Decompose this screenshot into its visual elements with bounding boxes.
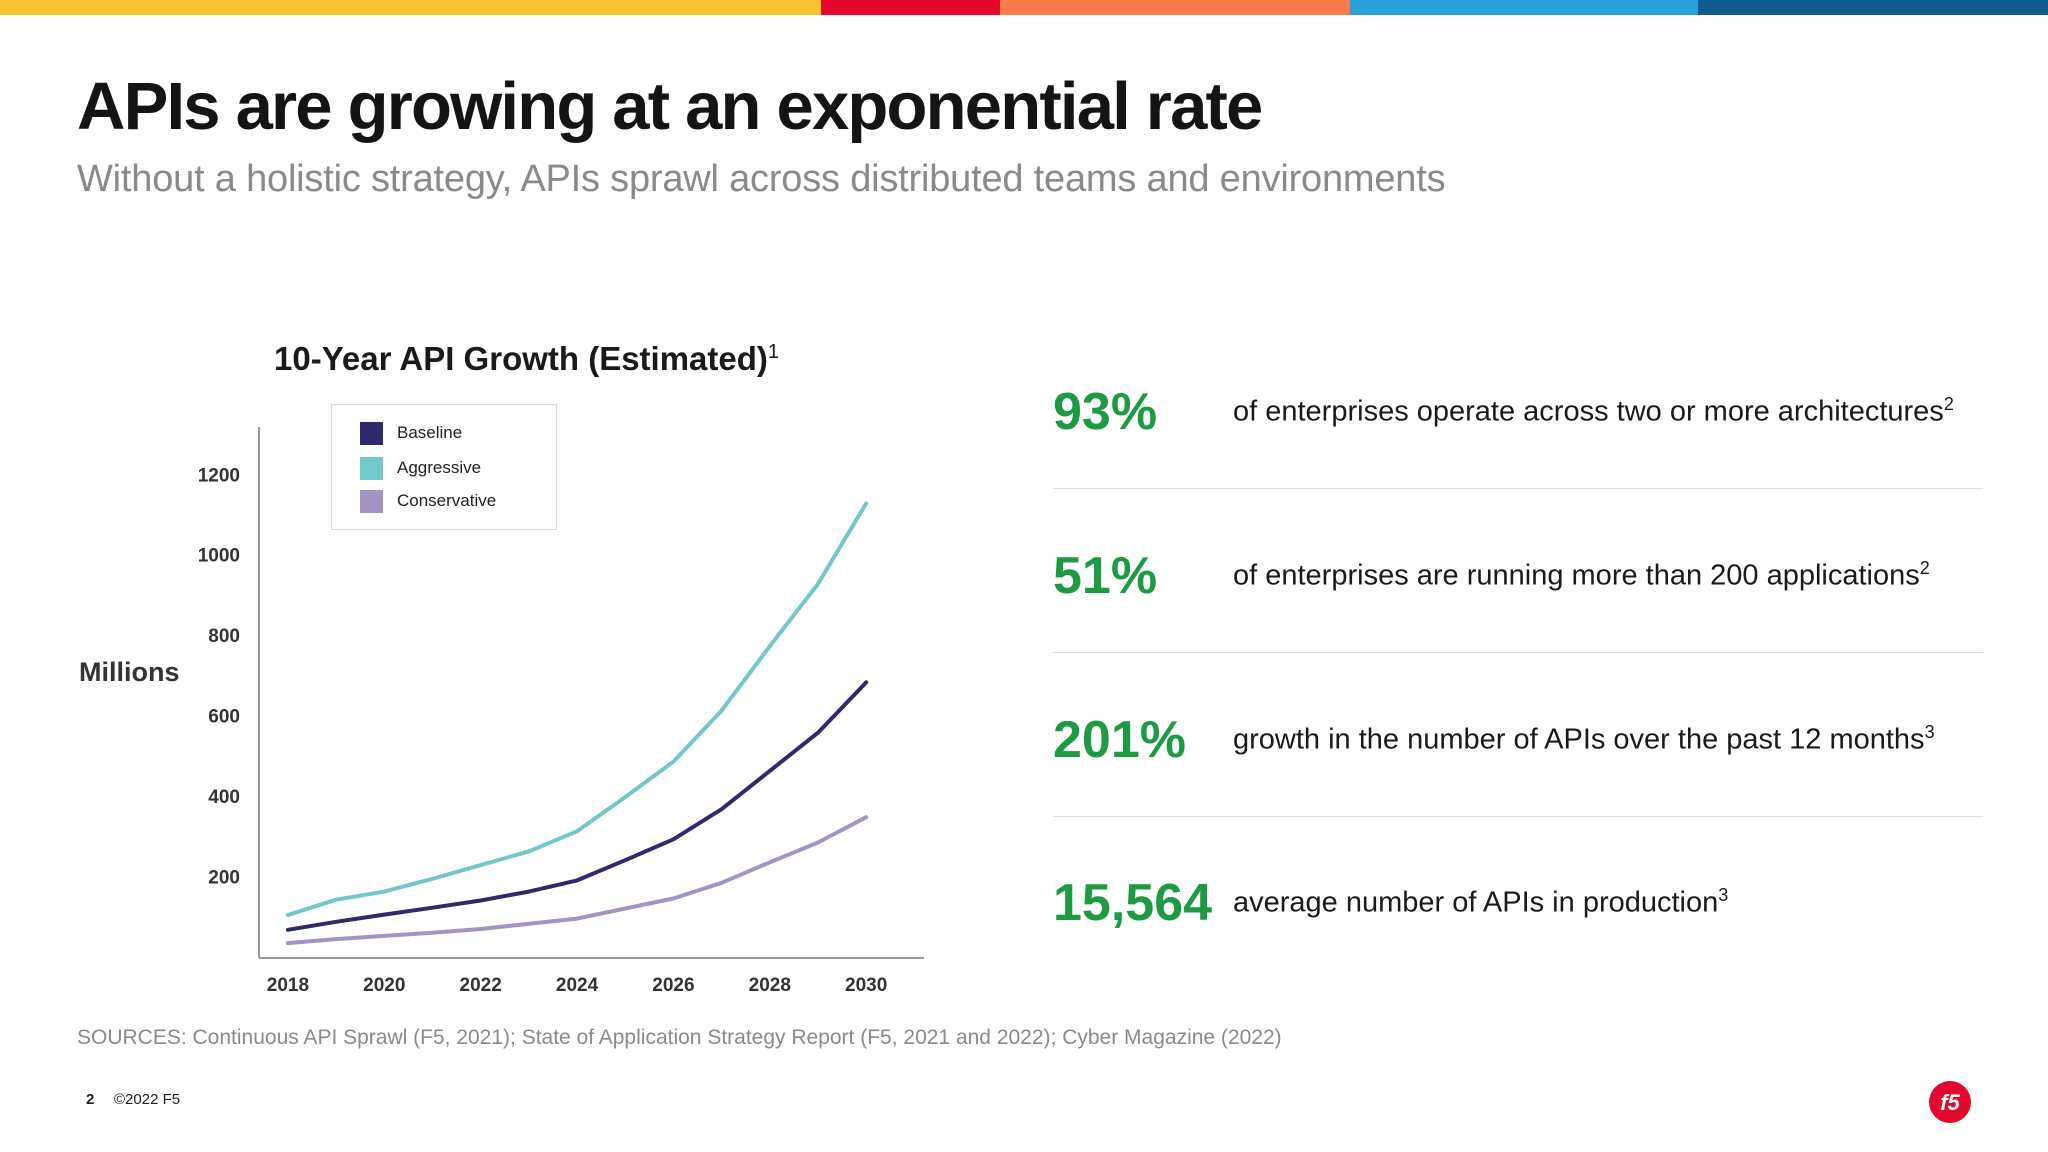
stat-value: 15,564 (1053, 874, 1213, 932)
page-title: APIs are growing at an exponential rate (77, 69, 1263, 144)
color-segment-orange (1000, 0, 1350, 15)
legend-label-aggressive: Aggressive (397, 458, 482, 477)
color-segment-yellow (0, 0, 821, 15)
y-tick-label: 800 (208, 626, 240, 647)
y-axis-label: Millions (79, 657, 180, 687)
x-tick-label: 2018 (267, 975, 309, 996)
legend-item-aggressive: Aggressive (360, 456, 481, 480)
sources-note: SOURCES: Continuous API Sprawl (F5, 2021… (77, 1026, 1282, 1049)
chart-title: 10-Year API Growth (Estimated)1 (274, 340, 779, 378)
chart-axes (258, 427, 924, 959)
y-tick-label: 1200 (198, 465, 240, 486)
chart-title-footnote: 1 (767, 341, 780, 363)
copyright: ©2022 F5 (114, 1091, 181, 1108)
stat-row: 201% growth in the number of APIs over t… (1053, 710, 1983, 874)
stat-description: of enterprises operate across two or mor… (1233, 394, 1954, 429)
series-line-conservative (285, 815, 869, 946)
legend-swatch-baseline (360, 421, 383, 445)
stat-description-text: of enterprises operate across two or mor… (1233, 395, 1944, 428)
stat-row: 15,564 average number of APIs in product… (1053, 873, 1983, 1037)
legend-label-conservative: Conservative (397, 491, 497, 510)
stat-footnote: 3 (1924, 722, 1935, 742)
color-segment-blue (1350, 0, 1698, 15)
f5-logo-text: f5 (1940, 1090, 1960, 1115)
legend-swatch-conservative (360, 489, 383, 513)
page-number: 2 (86, 1091, 95, 1108)
series-line-aggressive (285, 501, 869, 917)
chart-legend: Baseline Aggressive Conservative (331, 404, 557, 530)
color-segment-navy (1698, 0, 2048, 15)
y-tick-label: 200 (208, 868, 240, 889)
series-lines (285, 501, 869, 946)
stat-value: 201% (1053, 711, 1186, 769)
x-tick-label: 2022 (460, 975, 502, 996)
stat-value: 51% (1053, 547, 1158, 605)
page-subtitle: Without a holistic strategy, APIs sprawl… (77, 158, 1446, 200)
legend-item-baseline: Baseline (360, 421, 462, 445)
y-tick-label: 1000 (198, 546, 240, 567)
stat-value: 93% (1053, 383, 1158, 441)
stat-divider (1053, 652, 1983, 653)
stat-description-text: growth in the number of APIs over the pa… (1233, 723, 1925, 756)
legend-label-baseline: Baseline (397, 423, 463, 442)
x-tick-label: 2024 (556, 975, 599, 996)
y-tick-label: 400 (208, 787, 240, 808)
f5-logo-circle (1929, 1081, 1971, 1123)
legend-swatch-aggressive (360, 456, 383, 480)
series-line-baseline (285, 680, 869, 932)
x-tick-label: 2020 (363, 975, 405, 996)
stat-description: growth in the number of APIs over the pa… (1233, 722, 1935, 757)
stat-description-text: average number of APIs in production (1233, 886, 1719, 919)
stat-divider (1053, 488, 1983, 489)
stat-description: of enterprises are running more than 200… (1233, 558, 1930, 593)
x-tick-label: 2028 (749, 975, 791, 996)
x-tick-label: 2030 (845, 975, 887, 996)
stat-row: 93% of enterprises operate across two or… (1053, 382, 1983, 546)
x-tick-labels: 2018 2020 2022 2024 2026 2028 2030 (267, 975, 888, 996)
stat-row: 51% of enterprises are running more than… (1053, 546, 1983, 710)
x-tick-label: 2026 (652, 975, 694, 996)
stat-description-text: of enterprises are running more than 200… (1233, 559, 1920, 592)
stat-footnote: 2 (1943, 394, 1954, 414)
color-segment-red (821, 0, 1000, 15)
f5-logo: f5 (1929, 1081, 1971, 1123)
stat-divider (1053, 816, 1983, 817)
chart-title-text: 10-Year API Growth (Estimated) (274, 340, 768, 377)
stat-description: average number of APIs in production3 (1233, 885, 1728, 920)
top-color-bar (0, 0, 2048, 15)
y-tick-labels: 200 400 600 800 1000 1200 (198, 465, 240, 888)
stat-footnote: 2 (1919, 558, 1930, 578)
stat-footnote: 3 (1718, 885, 1729, 905)
legend-item-conservative: Conservative (360, 489, 496, 513)
y-tick-label: 600 (208, 707, 240, 728)
